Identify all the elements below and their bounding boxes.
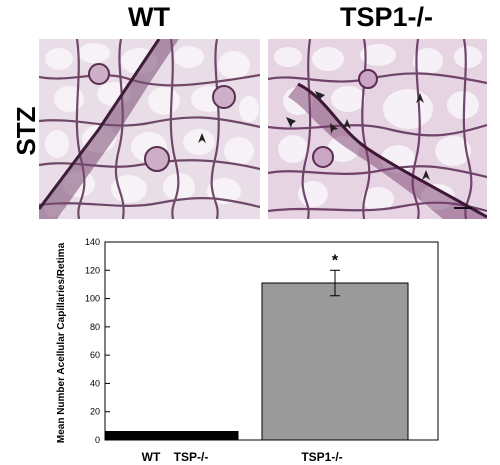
bar	[261, 282, 409, 441]
row-label-stz: STZ	[11, 106, 41, 156]
y-tick-label: 0	[95, 435, 100, 445]
micrograph-tsp1	[268, 39, 487, 219]
significance-marker: *	[332, 252, 339, 269]
plot-area: 0 20 40 60 80 100 120 140 WT TSP-/- * TSP1-/-	[85, 237, 439, 464]
panel-title-wt: WT	[128, 2, 170, 32]
y-tick-label: 80	[90, 322, 100, 332]
y-tick-label: 140	[85, 237, 100, 247]
panel-title-tsp1: TSP1-/-	[340, 2, 434, 32]
micrograph-wt	[39, 39, 260, 219]
y-tick-label: 120	[85, 265, 100, 275]
bar-chart: Mean Number Acellular Capillaries/Retima…	[56, 237, 439, 464]
y-tick-label: 60	[90, 350, 100, 360]
y-axis-label: Mean Number Acellular Capillaries/Retima	[56, 242, 67, 443]
category-label: TSP1-/-	[301, 450, 342, 464]
bar	[105, 431, 239, 441]
y-tick-label: 100	[85, 294, 100, 304]
category-label: WT TSP-/-	[142, 450, 209, 464]
y-tick-label: 40	[90, 378, 100, 388]
y-tick-label: 20	[90, 407, 100, 417]
